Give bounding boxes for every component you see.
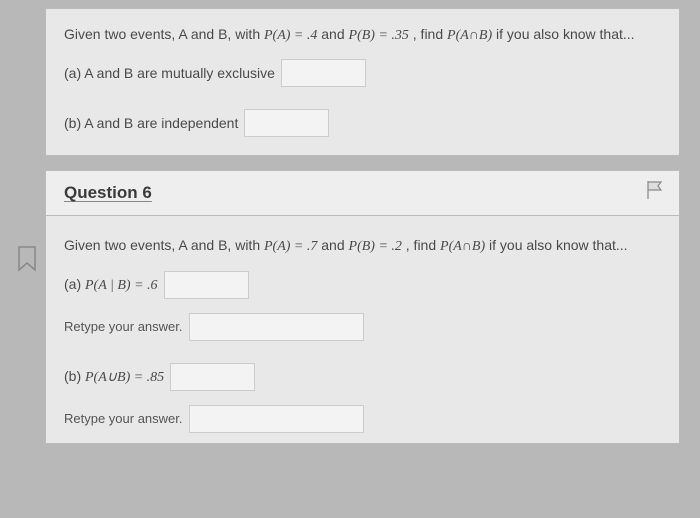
q5-part-a-row: (a) A and B are mutually exclusive [64, 59, 661, 87]
q6-text-c: if you also know that... [489, 237, 628, 253]
q5-part-b-label: (b) A and B are independent [64, 115, 238, 131]
question-6-header: Question 6 [45, 170, 680, 215]
q6-part-b-input[interactable] [170, 363, 255, 391]
flag-icon[interactable] [645, 179, 667, 206]
q6-part-b-prefix: (b) [64, 368, 85, 384]
q5-text-a: Given two events, A and B, with [64, 26, 264, 42]
page-container: Given two events, A and B, with P(A) = .… [0, 0, 700, 444]
q6-part-a-math: P(A | B) = .6 [85, 278, 158, 293]
q6-text-a: Given two events, A and B, with [64, 237, 264, 253]
q5-prompt: Given two events, A and B, with P(A) = .… [64, 23, 661, 47]
q5-part-a-label: (a) A and B are mutually exclusive [64, 65, 275, 81]
q6-part-a-label: (a) P(A | B) = .6 [64, 276, 158, 294]
q6-pA: P(A) = .7 [264, 239, 317, 254]
q6-retype-b-input[interactable] [189, 405, 364, 433]
q5-and: and [321, 26, 348, 42]
q5-part-a-input[interactable] [281, 59, 366, 87]
q6-retype-a-label: Retype your answer. [64, 319, 183, 334]
q6-part-b-label: (b) P(A∪B) = .85 [64, 368, 164, 386]
q5-text-b: , find [413, 26, 447, 42]
q5-text-c: if you also know that... [496, 26, 635, 42]
q6-pB: P(B) = .2 [349, 239, 402, 254]
q6-retype-b-label: Retype your answer. [64, 411, 183, 426]
q6-part-a-input[interactable] [164, 271, 249, 299]
question-5-body: Given two events, A and B, with P(A) = .… [45, 8, 680, 156]
q6-part-b-row: (b) P(A∪B) = .85 [64, 363, 661, 391]
q5-pA: P(A) = .4 [264, 28, 317, 43]
q6-part-b-math: P(A∪B) = .85 [85, 370, 164, 385]
q6-retype-a-input[interactable] [189, 313, 364, 341]
q5-part-b-row: (b) A and B are independent [64, 109, 661, 137]
q6-part-a-row: (a) P(A | B) = .6 [64, 271, 661, 299]
q6-text-b: , find [406, 237, 440, 253]
q6-prompt: Given two events, A and B, with P(A) = .… [64, 234, 661, 258]
bookmark-icon[interactable] [17, 246, 37, 272]
q6-retype-a-row: Retype your answer. [64, 313, 661, 341]
q6-target: P(A∩B) [440, 239, 485, 254]
q5-part-b-input[interactable] [244, 109, 329, 137]
q6-retype-b-row: Retype your answer. [64, 405, 661, 439]
q5-pB: P(B) = .35 [349, 28, 409, 43]
q5-target: P(A∩B) [447, 28, 492, 43]
q6-part-a-prefix: (a) [64, 276, 85, 292]
question-6-title: Question 6 [64, 183, 152, 202]
q6-and: and [321, 237, 348, 253]
question-6-body: Given two events, A and B, with P(A) = .… [45, 215, 680, 443]
